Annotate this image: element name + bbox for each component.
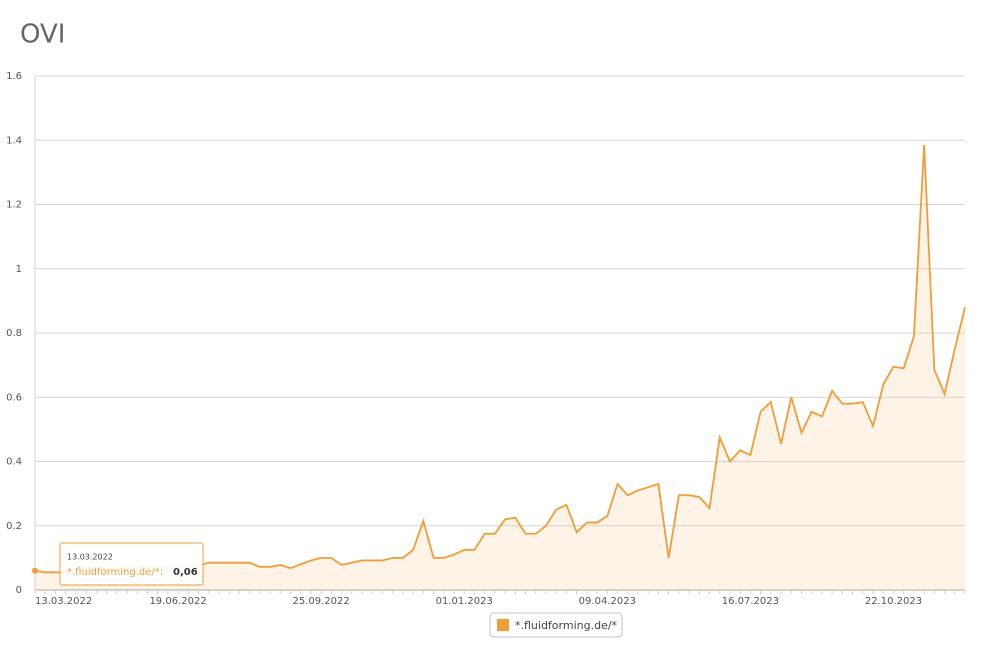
legend-label: *.fluidforming.de/* <box>515 619 618 632</box>
y-tick-label: 1.2 <box>6 200 22 211</box>
x-tick-label: 19.06.2022 <box>149 596 206 607</box>
tooltip-value: 0,06 <box>173 567 198 578</box>
y-tick-label: 1.6 <box>6 71 22 82</box>
y-tick-label: 1.4 <box>6 135 22 146</box>
x-tick-label: 22.10.2023 <box>865 596 922 607</box>
x-tick-label: 16.07.2023 <box>722 596 779 607</box>
y-tick-label: 1 <box>16 264 22 275</box>
x-tick-label: 01.01.2023 <box>436 596 493 607</box>
tooltip-series: *.fluidforming.de/*: <box>67 567 163 578</box>
y-tick-label: 0.6 <box>6 392 22 403</box>
x-tick-label: 09.04.2023 <box>579 596 636 607</box>
y-tick-label: 0.2 <box>6 521 22 532</box>
y-tick-label: 0 <box>16 585 22 596</box>
tooltip-box <box>59 542 204 586</box>
tooltip-date: 13.03.2022 <box>67 553 113 562</box>
chart-title: OVI <box>20 20 65 50</box>
y-tick-label: 0.8 <box>6 328 22 339</box>
hover-marker <box>32 567 38 574</box>
y-tick-label: 0.4 <box>6 457 22 468</box>
area-fill <box>35 145 965 590</box>
legend: *.fluidforming.de/* <box>489 612 623 638</box>
legend-swatch <box>497 619 509 631</box>
x-tick-label: 25.09.2022 <box>293 596 350 607</box>
legend-box <box>489 612 623 638</box>
x-tick-label: 13.03.2022 <box>35 596 92 607</box>
